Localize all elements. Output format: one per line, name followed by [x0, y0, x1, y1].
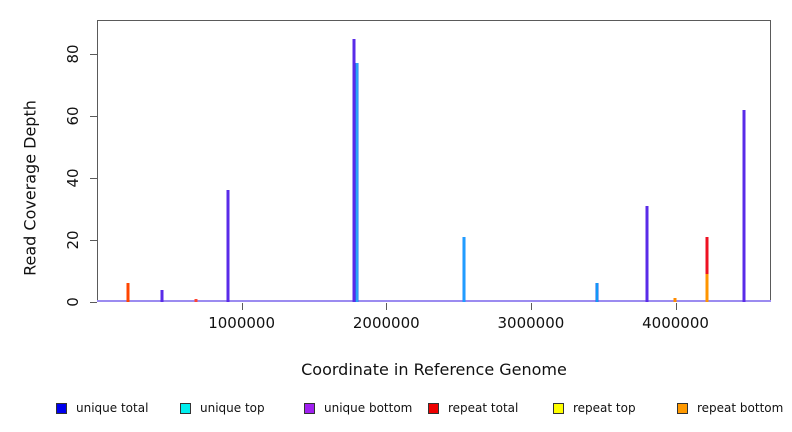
plot-area — [97, 20, 771, 302]
legend-label: repeat total — [448, 401, 519, 415]
coverage-spike — [355, 63, 359, 302]
legend-label: unique total — [76, 401, 149, 415]
legend-swatch-icon — [553, 402, 564, 414]
coverage-spike — [352, 38, 356, 302]
coverage-spike — [645, 205, 649, 302]
legend-swatch-icon — [180, 402, 191, 414]
x-axis-title: Coordinate in Reference Genome — [301, 360, 567, 379]
legend-swatch-icon — [677, 402, 688, 414]
x-axis-tick-label: 4000000 — [642, 314, 709, 332]
y-axis-tick-mark — [90, 302, 97, 303]
y-axis-tick-mark — [90, 116, 97, 118]
y-axis-tick-label: 20 — [64, 230, 82, 250]
legend-item-unique-total: unique total — [56, 401, 149, 415]
x-axis-tick-mark — [530, 303, 532, 310]
legend-label: repeat bottom — [697, 401, 784, 415]
x-axis-tick-mark — [386, 303, 388, 310]
y-axis-tick-mark — [90, 240, 97, 242]
legend-label: unique top — [200, 401, 265, 415]
y-axis-tick-label: 80 — [64, 44, 82, 64]
legend-swatch-icon — [304, 402, 315, 414]
legend-label: unique bottom — [324, 401, 413, 415]
y-axis-tick-label: 0 — [64, 297, 82, 307]
legend-item-unique-top: unique top — [180, 401, 265, 415]
coverage-spike — [226, 190, 230, 302]
legend-label: repeat top — [573, 401, 636, 415]
legend-item-unique-bottom: unique bottom — [304, 401, 413, 415]
x-axis-tick-label: 1000000 — [208, 314, 276, 332]
legend-item-repeat-total: repeat total — [428, 401, 519, 415]
x-axis-tick-mark — [675, 303, 677, 310]
coverage-spike — [742, 109, 746, 302]
x-axis-tick-label: 2000000 — [352, 314, 420, 332]
legend-swatch-icon — [56, 402, 67, 414]
y-axis-title: Read Coverage Depth — [20, 100, 40, 276]
x-axis-tick-mark — [241, 303, 243, 310]
y-axis-tick-label: 40 — [64, 168, 82, 188]
legend-item-repeat-top: repeat top — [553, 401, 636, 415]
coverage-spike — [673, 298, 677, 302]
y-axis-tick-label: 60 — [64, 106, 82, 126]
x-axis-tick-label: 3000000 — [497, 314, 565, 332]
y-axis-tick-mark — [90, 178, 97, 180]
coverage-spike — [705, 274, 709, 302]
coverage-spike — [595, 283, 599, 302]
coverage-spike — [126, 283, 130, 302]
legend-item-repeat-bottom: repeat bottom — [677, 401, 784, 415]
legend-swatch-icon — [428, 402, 439, 414]
coverage-spike — [705, 236, 709, 275]
coverage-spike — [160, 289, 164, 302]
coverage-spike — [194, 298, 198, 302]
zero-coverage-baseline — [97, 300, 771, 302]
y-axis-tick-mark — [90, 54, 97, 56]
coverage-spike — [462, 236, 466, 302]
